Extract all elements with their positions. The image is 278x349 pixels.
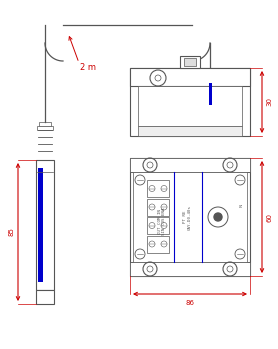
Bar: [138, 126, 242, 136]
Bar: [130, 158, 250, 172]
Text: PT RE
GAY-D0-40s: PT RE GAY-D0-40s: [183, 205, 191, 230]
Bar: [36, 290, 54, 304]
Text: 86: 86: [185, 300, 195, 306]
Bar: [147, 217, 169, 234]
Text: 85: 85: [8, 228, 14, 236]
Bar: [184, 58, 196, 66]
Bar: [130, 158, 250, 276]
Bar: [147, 199, 169, 215]
Bar: [133, 172, 247, 262]
Bar: [180, 56, 200, 68]
Bar: [138, 86, 242, 126]
Bar: [38, 168, 43, 282]
Bar: [130, 68, 250, 136]
Circle shape: [214, 213, 222, 221]
Bar: [130, 68, 250, 86]
Bar: [36, 160, 54, 290]
Bar: [147, 236, 169, 252]
Bar: [147, 180, 169, 197]
Text: 30: 30: [266, 97, 272, 106]
Text: 60: 60: [266, 213, 272, 222]
Bar: [202, 80, 218, 84]
Bar: [39, 122, 51, 126]
Bar: [209, 83, 212, 105]
Bar: [130, 262, 250, 276]
Text: 2 m: 2 m: [80, 64, 96, 73]
Text: IN: IN: [240, 203, 244, 207]
Text: OUT COM IN
SIN COS ENA: OUT COM IN SIN COS ENA: [158, 207, 166, 235]
Bar: [37, 126, 53, 130]
